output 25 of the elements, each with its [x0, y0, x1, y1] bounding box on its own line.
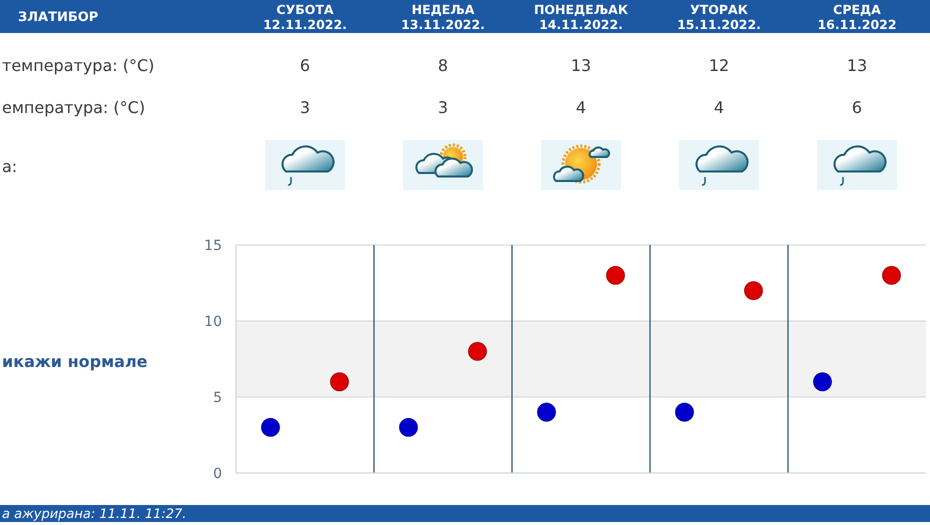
data-label: 13: [846, 56, 868, 75]
data-label: 6: [852, 98, 862, 117]
data-label: 4: [576, 98, 586, 117]
data-label: 4: [714, 98, 724, 117]
y-tick-label: 15: [204, 238, 222, 254]
data-label: 13: [570, 56, 592, 75]
text: температура: (°C): [2, 56, 154, 75]
text: а ажурирана: 11.11. 11:27.: [2, 507, 186, 522]
text: емпература: (°C): [2, 98, 146, 117]
text: ЗЛАТИБОР: [18, 10, 98, 25]
text: УТОРАК 15.11.2022.: [677, 2, 761, 32]
data-label: 3: [300, 98, 310, 117]
text: СУБОТА 12.11.2022.: [263, 2, 347, 32]
text: СРЕДА 16.11.2022: [817, 2, 897, 32]
y-tick-label: 10: [204, 314, 222, 330]
data-label: 3: [438, 98, 448, 117]
y-tick-label: 5: [213, 390, 222, 406]
data-label: 6: [300, 56, 310, 75]
text: икажи нормале: [2, 352, 148, 371]
data-label: 12: [708, 56, 730, 75]
text: ПОНЕДЕЉАК 14.11.2022.: [534, 2, 629, 32]
text: а:: [2, 157, 18, 176]
data-label: 8: [438, 56, 448, 75]
text: НЕДЕЉА 13.11.2022.: [401, 2, 485, 32]
y-tick-label: 0: [213, 466, 222, 482]
